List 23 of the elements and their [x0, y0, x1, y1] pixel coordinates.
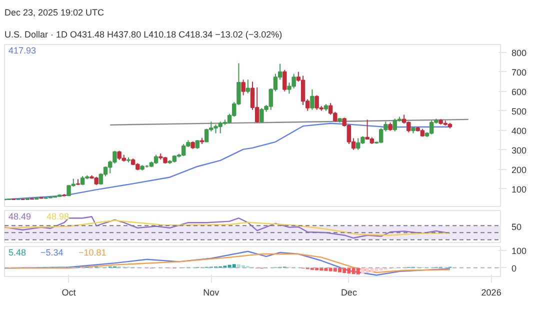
y-tick-label: 600	[512, 86, 527, 97]
y-tick-label: 800	[512, 48, 527, 58]
annotation: 48.49	[8, 212, 32, 222]
annotation: 417.93	[8, 46, 36, 56]
x-tick-label: Nov	[203, 288, 220, 298]
y-tick-label: 700	[512, 67, 527, 78]
y-tick-label: 100	[512, 246, 527, 256]
y-tick-label: 0	[512, 263, 517, 274]
annotation: 48.98	[46, 212, 70, 222]
x-tick-label: Oct	[62, 288, 76, 298]
y-tick-label: 300	[512, 145, 527, 156]
x-tick-label: Dec	[340, 288, 358, 298]
annotation: 5.48	[8, 248, 26, 258]
chart-subtitle: U.S. Dollar · 1D O431.48 H437.80 L410.18 C418.34 −13.02 (−3.02%)	[4, 30, 282, 40]
y-tick-label: 500	[512, 106, 527, 116]
text: 50	[512, 222, 522, 232]
x-tick-label: 2026	[481, 288, 502, 298]
chart-title: Dec 23, 2025 19:02 UTC	[4, 8, 105, 18]
y-tick-label: 400	[512, 126, 527, 136]
y-tick-label: 100	[512, 184, 527, 194]
annotation: −5.34	[40, 248, 64, 258]
annotation: −10.81	[78, 248, 106, 258]
y-tick-label: 200	[512, 164, 527, 175]
